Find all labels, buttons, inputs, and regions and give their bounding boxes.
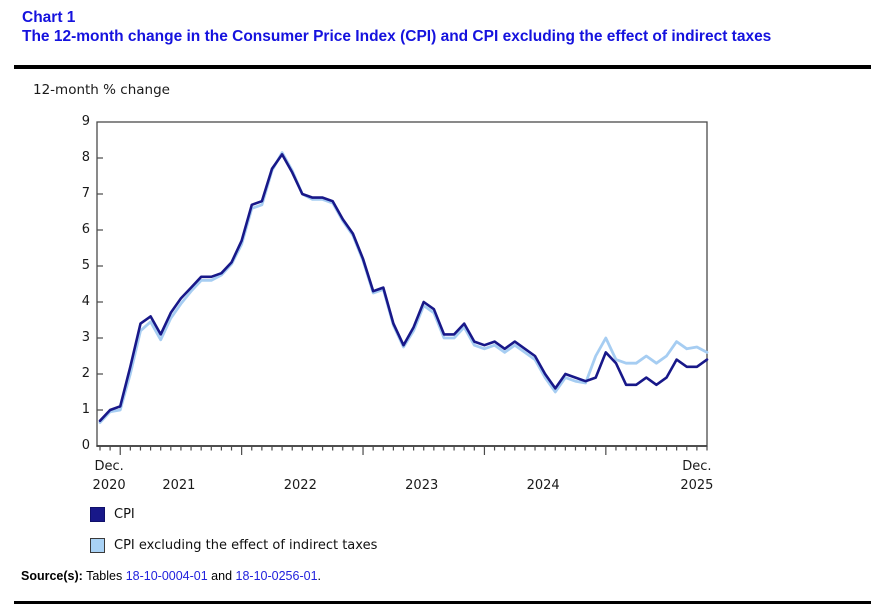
chart-title: The 12-month change in the Consumer Pric…: [22, 28, 772, 45]
legend-item-cpi-ex-indirect-taxes: CPI excluding the effect of indirect tax…: [90, 537, 377, 553]
cpi-legend-swatch: [90, 506, 105, 522]
cpi-ex-taxes-legend-label: CPI excluding the effect of indirect tax…: [114, 537, 378, 553]
x-start-label-month: Dec.: [94, 459, 124, 474]
y-tick-label: 7: [81, 186, 90, 201]
source-note: Source(s): Tables 18-10-0004-01 and 18-1…: [21, 569, 321, 583]
y-tick-label: 2: [81, 366, 90, 381]
y-tick-label: 8: [81, 150, 90, 165]
y-tick-label: 0: [81, 438, 90, 453]
source-table-link-2[interactable]: 18-10-0256-01: [235, 569, 318, 583]
cpi-ex-indirect-taxes-line: [98, 151, 709, 425]
x-year-label: 2024: [526, 478, 560, 493]
cpi-line: [98, 153, 709, 423]
x-end-label-year: 2025: [680, 478, 714, 493]
source-table-link-1[interactable]: 18-10-0004-01: [125, 569, 208, 583]
source-text: Tables: [82, 569, 126, 583]
y-tick-label: 4: [81, 294, 90, 309]
source-conjunction: and: [207, 569, 236, 583]
plot-border: [96, 121, 708, 447]
source-period: .: [317, 569, 322, 583]
y-tick-label: 6: [81, 222, 90, 237]
x-year-label: 2022: [283, 478, 317, 493]
legend-item-cpi: CPI: [90, 506, 135, 522]
y-tick-label: 9: [81, 114, 90, 129]
y-axis-title: 12-month % change: [33, 82, 170, 98]
y-tick-label: 3: [81, 330, 90, 345]
x-year-label: 2021: [162, 478, 196, 493]
x-start-label-year: 2020: [92, 478, 126, 493]
cpi-ex-taxes-legend-swatch: [90, 537, 105, 553]
cpi-legend-label: CPI: [114, 506, 135, 522]
chart-header: Chart 1 The 12-month change in the Consu…: [22, 8, 864, 46]
y-tick-label: 1: [81, 402, 90, 417]
header-rule: [14, 65, 871, 69]
x-end-label-month: Dec.: [682, 459, 712, 474]
y-tick-label: 5: [81, 258, 90, 273]
source-prefix: Source(s):: [21, 569, 83, 583]
x-year-label: 2023: [405, 478, 439, 493]
chart-number: Chart 1: [22, 9, 76, 26]
footer-rule: [14, 601, 871, 604]
